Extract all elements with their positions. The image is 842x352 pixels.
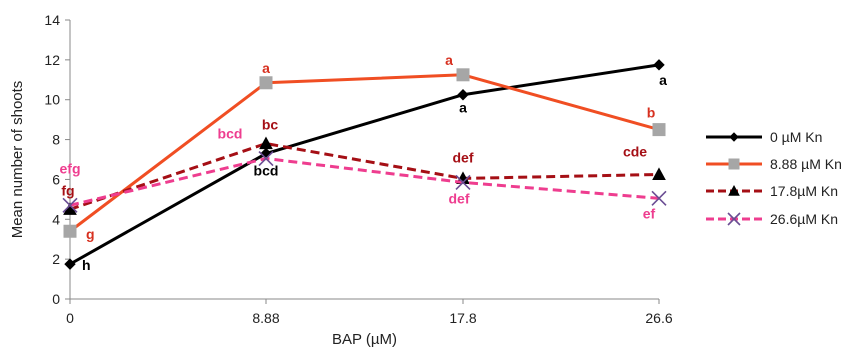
significance-label: efg [60, 160, 81, 176]
x-tick-label: 0 [66, 310, 74, 326]
y-tick-label: 0 [52, 291, 60, 307]
data-point [259, 76, 273, 90]
data-point [64, 258, 76, 270]
data-point [653, 59, 665, 71]
y-tick-label: 6 [52, 171, 60, 187]
legend-label: 17.8µM Kn [770, 183, 838, 199]
series-line [69, 73, 660, 233]
significance-label: a [459, 100, 467, 116]
series-3 [63, 136, 666, 215]
y-tick-label: 2 [52, 251, 60, 267]
series-1 [64, 59, 665, 270]
x-tick-label: 26.6 [645, 310, 672, 326]
series-line [69, 157, 660, 207]
y-tick-label: 12 [44, 52, 60, 68]
legend-marker [728, 184, 740, 196]
series-line [69, 142, 660, 211]
legend-item: 0 µM Kn [706, 129, 822, 145]
legend-item: 8.88 µM Kn [706, 156, 842, 172]
series-4 [62, 150, 667, 213]
axes: 0 2 4 6 8 10 12 14 0 8.88 17.8 26.6 BAP (µM) Mean num… [9, 12, 673, 348]
legend-marker [728, 158, 740, 170]
significance-label: cde [623, 143, 647, 159]
data-point [652, 167, 666, 181]
data-point [457, 89, 469, 101]
legend-label: 0 µM Kn [770, 129, 822, 145]
significance-label: def [453, 149, 474, 165]
significance-label: a [659, 72, 667, 88]
significance-label: def [449, 190, 470, 206]
significance-label: bcd [254, 163, 279, 179]
data-point [259, 136, 273, 150]
series-layer [62, 59, 667, 270]
x-axis-title: BAP (µM) [332, 331, 397, 348]
y-tick-label: 14 [44, 12, 60, 28]
legend-item: 26.6µM Kn [706, 211, 838, 227]
legend: 0 µM Kn 8.88 µM Kn 17.8µM Kn 26.6µM Kn [706, 129, 842, 227]
significance-label: ef [643, 205, 656, 221]
legend-label: 8.88 µM Kn [770, 156, 842, 172]
significance-labels: h bcd a a g a a b fg bc def cde efg bcd def ef [60, 52, 668, 273]
y-tick-label: 10 [44, 92, 60, 108]
significance-label: g [86, 226, 95, 242]
series-2 [63, 68, 666, 238]
legend-label: 26.6µM Kn [770, 211, 838, 227]
series-line [69, 63, 660, 266]
legend-item: 17.8µM Kn [706, 183, 838, 199]
data-point [652, 123, 666, 137]
legend-marker [727, 212, 741, 226]
y-tick-label: 4 [52, 211, 60, 227]
data-point [258, 150, 274, 167]
data-point [651, 190, 667, 206]
y-axis-title: Mean number of shoots [9, 81, 26, 239]
y-tick-label: 8 [52, 132, 60, 148]
significance-label: h [82, 257, 91, 273]
significance-label: a [445, 52, 453, 68]
data-point [62, 197, 78, 213]
significance-label: a [262, 60, 270, 76]
data-point [63, 224, 77, 238]
significance-label: bc [262, 117, 279, 133]
significance-label: bcd [218, 126, 243, 142]
x-tick-label: 17.8 [449, 310, 476, 326]
legend-marker [729, 132, 739, 142]
significance-label: fg [61, 182, 74, 198]
data-point [455, 174, 471, 190]
x-tick-label: 8.88 [252, 310, 279, 326]
data-point [456, 68, 470, 82]
significance-label: b [647, 105, 656, 121]
